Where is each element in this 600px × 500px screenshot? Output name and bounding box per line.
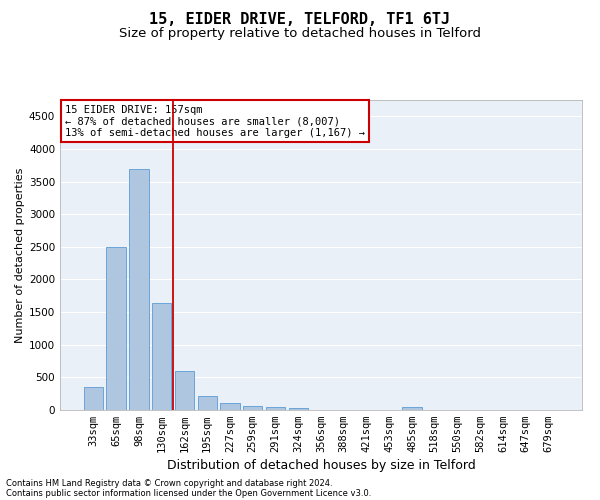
Bar: [289, 408, 308, 410]
Bar: [129, 168, 149, 410]
Bar: [175, 372, 194, 410]
Text: 15 EIDER DRIVE: 157sqm
← 87% of detached houses are smaller (8,007)
13% of semi-: 15 EIDER DRIVE: 157sqm ← 87% of detached…: [65, 104, 365, 138]
Bar: [152, 303, 172, 410]
Bar: [197, 396, 217, 410]
Text: Size of property relative to detached houses in Telford: Size of property relative to detached ho…: [119, 28, 481, 40]
Bar: [84, 387, 103, 410]
Text: Contains public sector information licensed under the Open Government Licence v3: Contains public sector information licen…: [6, 488, 371, 498]
Bar: [106, 247, 126, 410]
Bar: [243, 406, 262, 410]
X-axis label: Distribution of detached houses by size in Telford: Distribution of detached houses by size …: [167, 460, 475, 472]
Y-axis label: Number of detached properties: Number of detached properties: [15, 168, 25, 342]
Bar: [266, 407, 285, 410]
Bar: [403, 406, 422, 410]
Text: 15, EIDER DRIVE, TELFORD, TF1 6TJ: 15, EIDER DRIVE, TELFORD, TF1 6TJ: [149, 12, 451, 28]
Text: Contains HM Land Registry data © Crown copyright and database right 2024.: Contains HM Land Registry data © Crown c…: [6, 478, 332, 488]
Bar: [220, 403, 239, 410]
